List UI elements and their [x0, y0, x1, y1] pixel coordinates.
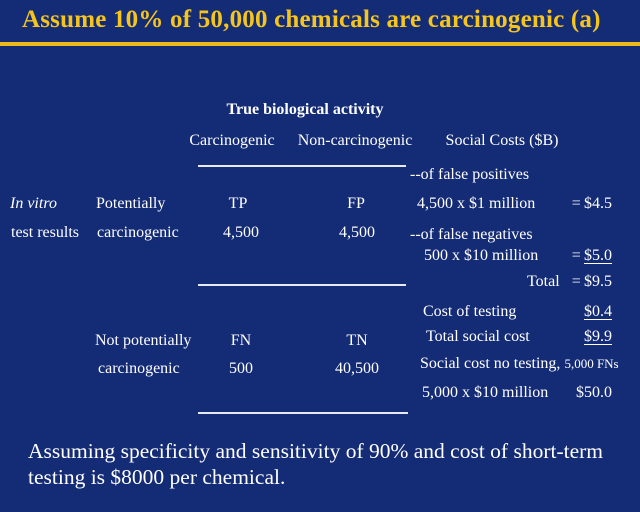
row-label-potentially: Potentially	[96, 195, 166, 212]
row-label-potentially-carcinogenic: carcinogenic	[97, 224, 179, 241]
cost-testing-value: $0.4	[584, 303, 612, 320]
cell-tn-value: 40,500	[335, 360, 379, 377]
cell-fp-label: FP	[347, 195, 365, 212]
cost-total-social-result: $9.9	[584, 328, 612, 346]
cost-total-social-value: $9.9	[584, 328, 612, 345]
cell-fp-value: 4,500	[339, 224, 375, 241]
cost-fn-equals: =	[571, 247, 581, 264]
cell-tp-label: TP	[228, 195, 248, 212]
table-rule-bottom	[198, 412, 408, 414]
side-label-test-results: test results	[11, 224, 79, 241]
cost-no-testing-label: Social cost no testing,	[420, 355, 561, 372]
cell-fn-label: FN	[230, 332, 252, 349]
slide-title: Assume 10% of 50,000 chemicals are carci…	[22, 6, 601, 33]
footer-note: Assuming specificity and sensitivity of …	[28, 439, 604, 489]
row-label-not-potentially: Not potentially	[95, 332, 192, 349]
column-header-carcinogenic: Carcinogenic	[189, 132, 275, 149]
cost-no-testing-calc: 5,000 x $10 million	[422, 384, 549, 401]
column-header-social-costs: Social Costs ($B)	[445, 132, 559, 149]
cost-fn-value: $5.0	[584, 247, 612, 264]
table-rule-middle	[198, 284, 406, 286]
cost-total-equals: =	[571, 273, 581, 290]
cost-no-testing-fns: 5,000 FNs	[564, 356, 619, 371]
cost-fp-equals: =	[571, 195, 581, 212]
cost-fp-calc: 4,500 x $1 million	[417, 195, 536, 212]
cost-total-social-label: Total social cost	[426, 328, 530, 345]
cost-no-testing-line: Social cost no testing, 5,000 FNs	[420, 355, 619, 373]
cost-no-testing-result: $50.0	[576, 384, 612, 402]
title-divider	[0, 42, 640, 46]
cost-fp-result: = $4.5	[572, 195, 612, 213]
cell-fn-value: 500	[229, 360, 253, 377]
side-label-in-vitro: In vitro	[10, 195, 57, 212]
cost-testing-label: Cost of testing	[423, 303, 517, 320]
cost-total-value: $9.5	[584, 273, 612, 290]
column-header-non-carcinogenic: Non-carcinogenic	[297, 132, 413, 149]
cost-false-positives-header: --of false positives	[410, 166, 530, 183]
cost-false-negatives-header: --of false negatives	[410, 226, 533, 243]
cost-fn-result: = $5.0	[572, 247, 612, 265]
cell-tn-label: TN	[346, 332, 368, 349]
table-rule-top	[198, 165, 406, 167]
row-label-not-potentially-carcinogenic: carcinogenic	[98, 360, 180, 377]
cost-total-result: = $9.5	[572, 273, 612, 291]
cell-tp-value: 4,500	[223, 224, 259, 241]
cost-testing-result: $0.4	[584, 303, 612, 321]
cost-fn-calc: 500 x $10 million	[424, 247, 539, 264]
cost-total-label: Total	[527, 273, 560, 290]
cost-no-testing-value: $50.0	[576, 384, 612, 401]
table-group-header: True biological activity	[226, 101, 384, 118]
cost-fp-value: $4.5	[584, 195, 612, 212]
